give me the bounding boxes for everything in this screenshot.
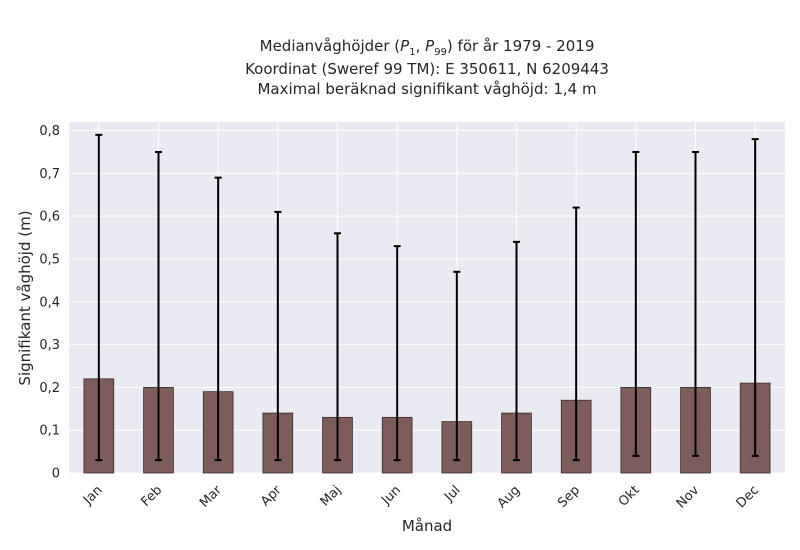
x-tick-label-okt: Okt [616, 483, 643, 510]
chart-title-line-1: Medianvåghöjder (P1, P99) för år 1979 - … [260, 37, 595, 58]
x-tick-label-dec: Dec [734, 483, 762, 511]
x-tick-label-maj: Maj [318, 483, 345, 510]
y-tick-label: 0,6 [39, 210, 60, 225]
y-tick-label: 0,8 [39, 124, 60, 139]
x-tick-label-sep: Sep [555, 483, 583, 511]
y-tick-label: 0 [52, 467, 60, 482]
y-grid [69, 130, 785, 474]
x-tick-label-nov: Nov [674, 483, 703, 512]
y-axis-ticks: 0 0,1 0,2 0,3 0,4 0,5 0,6 0,7 0,8 [39, 124, 60, 481]
chart-title-line-3: Maximal beräknad signifikant våghöjd: 1,… [257, 80, 596, 98]
y-tick-label: 0,7 [39, 167, 60, 182]
y-tick-label: 0,5 [39, 252, 60, 267]
chart-title: Medianvåghöjder (P1, P99) för år 1979 - … [245, 37, 609, 98]
x-tick-label-jul: Jul [441, 483, 463, 505]
x-tick-label-aug: Aug [495, 483, 524, 512]
chart-title-line-2: Koordinat (Sweref 99 TM): E 350611, N 62… [245, 60, 609, 78]
x-axis-ticks: Jan Feb Mar Apr Maj Jun Jul Aug Sep Okt Nov Dec [80, 482, 762, 511]
y-tick-label: 0,1 [39, 424, 60, 439]
y-tick-label: 0,4 [39, 295, 60, 310]
y-axis-label: Signifikant våghöjd (m) [16, 210, 34, 385]
y-tick-label: 0,3 [39, 338, 60, 353]
x-tick-label-feb: Feb [138, 483, 165, 510]
x-axis-label: Månad [402, 517, 452, 535]
x-tick-label-apr: Apr [258, 482, 285, 509]
plot-area [69, 122, 785, 473]
x-tick-label-mar: Mar [197, 482, 225, 510]
error-bar-series [95, 133, 759, 462]
x-tick-label-jun: Jun [378, 483, 404, 509]
y-tick-label: 0,2 [39, 381, 60, 396]
x-tick-label-jan: Jan [80, 483, 105, 508]
